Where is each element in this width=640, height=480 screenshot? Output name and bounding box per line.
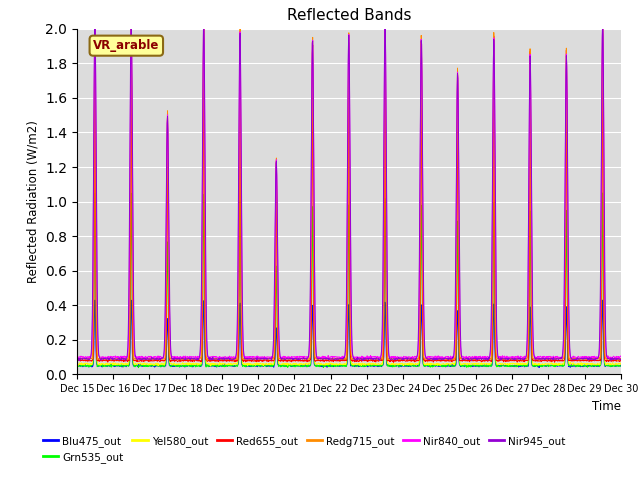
Nir840_out bbox=[255, 354, 263, 360]
Nir945_out bbox=[617, 356, 625, 362]
Nir840_out bbox=[617, 353, 625, 359]
Line: Grn535_out: Grn535_out bbox=[77, 193, 621, 368]
Blu475_out bbox=[617, 362, 625, 368]
Redg715_out bbox=[195, 357, 202, 362]
Redg715_out bbox=[614, 358, 621, 363]
Nir840_out bbox=[181, 355, 189, 360]
Red655_out bbox=[181, 358, 189, 363]
Yel580_out bbox=[617, 360, 625, 366]
Red655_out bbox=[434, 358, 442, 364]
Redg715_out bbox=[505, 356, 513, 362]
Line: Nir840_out: Nir840_out bbox=[77, 20, 621, 359]
Nir945_out bbox=[505, 355, 513, 361]
Yel580_out bbox=[207, 363, 214, 369]
Blu475_out bbox=[434, 363, 442, 369]
Nir945_out bbox=[181, 356, 189, 361]
Redg715_out bbox=[553, 356, 561, 361]
Grn535_out bbox=[505, 362, 513, 368]
Grn535_out bbox=[255, 363, 263, 369]
Redg715_out bbox=[434, 356, 442, 362]
Nir945_out bbox=[434, 356, 442, 362]
Nir840_out bbox=[91, 17, 99, 23]
Yel580_out bbox=[505, 362, 513, 368]
Redg715_out bbox=[73, 355, 81, 360]
Red655_out bbox=[505, 359, 513, 364]
Yel580_out bbox=[181, 360, 189, 366]
Blu475_out bbox=[195, 362, 202, 368]
Nir840_out bbox=[616, 356, 623, 361]
Grn535_out bbox=[434, 363, 442, 369]
Nir840_out bbox=[505, 355, 513, 360]
Red655_out bbox=[617, 358, 625, 363]
Grn535_out bbox=[195, 363, 202, 369]
Yel580_out bbox=[195, 360, 202, 366]
Nir945_out bbox=[195, 356, 202, 361]
Blu475_out bbox=[91, 297, 99, 303]
X-axis label: Time: Time bbox=[592, 400, 621, 413]
Grn535_out bbox=[553, 362, 561, 368]
Blu475_out bbox=[505, 363, 513, 369]
Red655_out bbox=[255, 358, 263, 364]
Redg715_out bbox=[255, 355, 263, 361]
Blu475_out bbox=[73, 363, 81, 369]
Text: VR_arable: VR_arable bbox=[93, 39, 159, 52]
Yel580_out bbox=[73, 362, 81, 368]
Grn535_out bbox=[134, 365, 142, 371]
Line: Nir945_out: Nir945_out bbox=[77, 22, 621, 360]
Redg715_out bbox=[91, 11, 99, 16]
Line: Yel580_out: Yel580_out bbox=[77, 36, 621, 366]
Nir840_out bbox=[553, 354, 561, 360]
Blu475_out bbox=[553, 362, 561, 368]
Nir945_out bbox=[91, 19, 99, 25]
Nir945_out bbox=[553, 356, 561, 361]
Grn535_out bbox=[91, 190, 99, 196]
Legend: Blu475_out, Grn535_out, Yel580_out, Red655_out, Redg715_out, Nir840_out, Nir945_: Blu475_out, Grn535_out, Yel580_out, Red6… bbox=[38, 432, 570, 467]
Red655_out bbox=[553, 358, 561, 363]
Line: Blu475_out: Blu475_out bbox=[77, 300, 621, 368]
Redg715_out bbox=[617, 356, 625, 362]
Red655_out bbox=[73, 357, 81, 363]
Grn535_out bbox=[617, 363, 625, 369]
Blu475_out bbox=[255, 363, 263, 369]
Yel580_out bbox=[434, 360, 442, 366]
Blu475_out bbox=[181, 364, 189, 370]
Grn535_out bbox=[73, 363, 81, 369]
Grn535_out bbox=[182, 364, 189, 370]
Nir840_out bbox=[434, 355, 442, 361]
Nir840_out bbox=[195, 354, 202, 360]
Red655_out bbox=[91, 12, 99, 18]
Redg715_out bbox=[181, 357, 189, 362]
Nir840_out bbox=[73, 354, 81, 360]
Yel580_out bbox=[255, 361, 263, 367]
Nir945_out bbox=[73, 356, 81, 361]
Red655_out bbox=[390, 360, 397, 365]
Title: Reflected Bands: Reflected Bands bbox=[287, 9, 411, 24]
Yel580_out bbox=[553, 362, 561, 368]
Nir945_out bbox=[255, 356, 263, 361]
Blu475_out bbox=[535, 365, 543, 371]
Line: Redg715_out: Redg715_out bbox=[77, 13, 621, 360]
Nir945_out bbox=[468, 358, 476, 363]
Line: Red655_out: Red655_out bbox=[77, 15, 621, 362]
Red655_out bbox=[195, 358, 202, 364]
Yel580_out bbox=[91, 33, 99, 39]
Y-axis label: Reflected Radiation (W/m2): Reflected Radiation (W/m2) bbox=[26, 120, 40, 283]
